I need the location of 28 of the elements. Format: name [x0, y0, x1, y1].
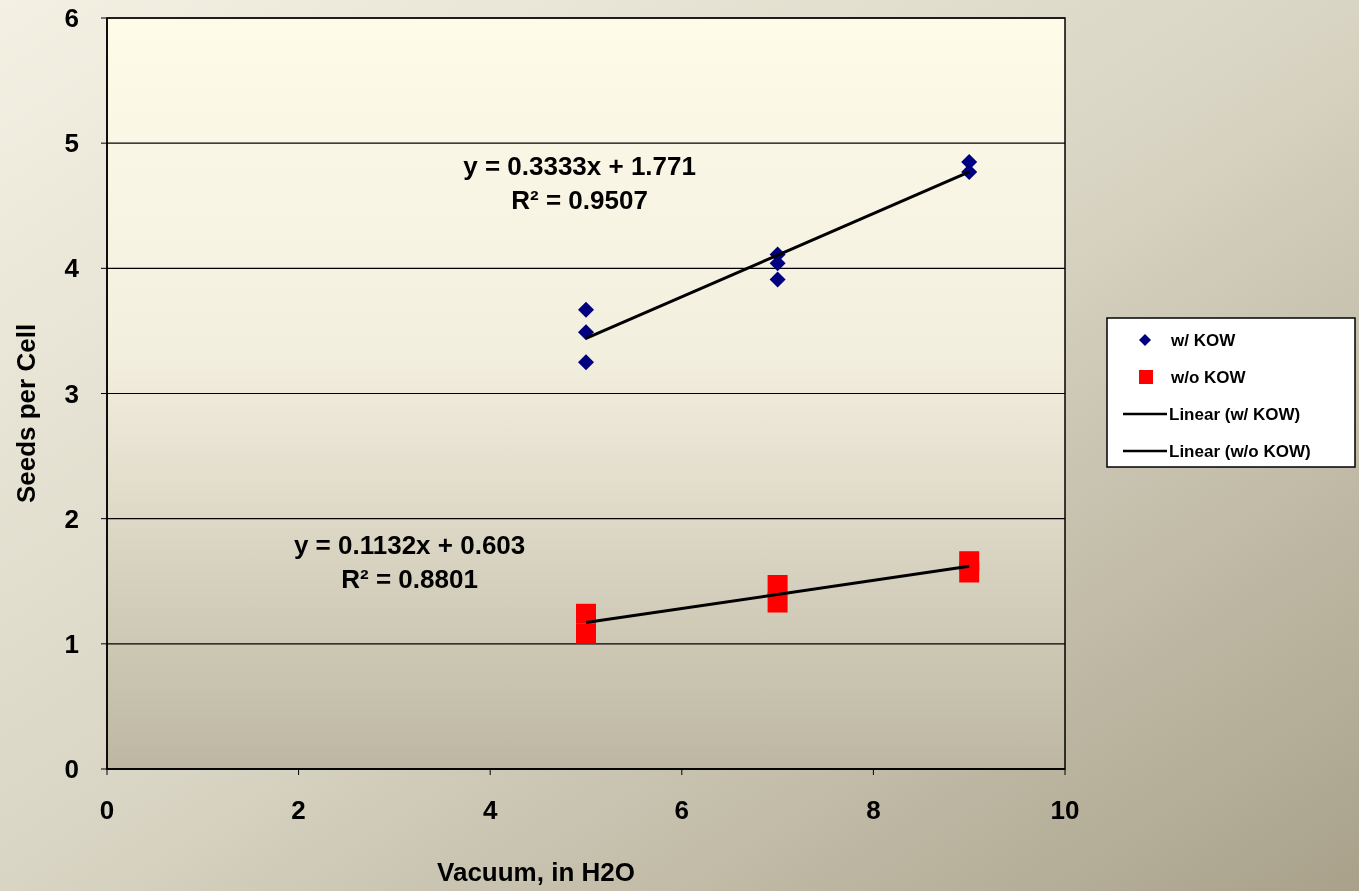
x-axis-title: Vacuum, in H2O — [437, 857, 635, 887]
x-tick-label: 2 — [291, 795, 306, 825]
y-tick-label: 4 — [64, 253, 80, 284]
point — [578, 324, 594, 341]
y-tick-label: 0 — [64, 754, 79, 784]
x-tick-label: 8 — [866, 795, 881, 825]
y-tick-label: 6 — [64, 3, 79, 33]
y-tick-label: 3 — [64, 378, 79, 409]
y-tick-label: 5 — [64, 128, 79, 159]
point — [578, 354, 594, 371]
y-tick-label: 2 — [64, 503, 79, 534]
point — [576, 603, 596, 624]
point — [959, 562, 980, 583]
y-tick-label: 1 — [64, 628, 79, 659]
point — [769, 271, 786, 288]
x-tick-label: 6 — [674, 795, 690, 825]
x-tick-label: 0 — [99, 795, 115, 825]
point — [576, 623, 596, 644]
x-tick-label: 4 — [482, 795, 498, 825]
point — [578, 301, 594, 318]
legend-label: w/ KOW — [1170, 331, 1237, 350]
x-tick-label: 10 — [1050, 795, 1080, 825]
legend-label: Linear (w/o KOW) — [1169, 442, 1311, 461]
annotation: y = 0.3333x + 1.771 R² = 0.9507 — [463, 151, 696, 216]
legend-label: w/o KOW — [1170, 368, 1247, 387]
legend-label: Linear (w/ KOW) — [1169, 405, 1301, 424]
annotation: y = 0.1132x + 0.603 R² = 0.8801 — [293, 530, 526, 595]
y-axis-title: Seeds per Cell — [11, 323, 41, 504]
